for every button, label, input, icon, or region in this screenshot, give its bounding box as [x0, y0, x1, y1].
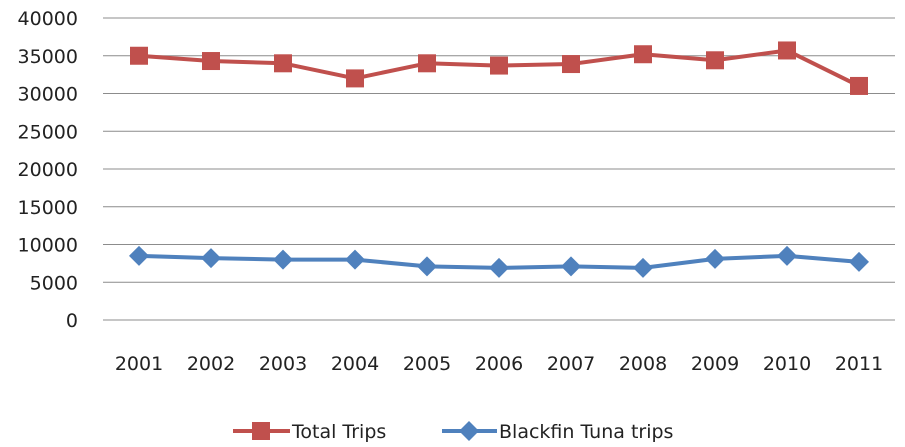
x-tick-label: 2005	[403, 353, 451, 375]
y-tick-label: 20000	[18, 159, 78, 181]
data-point-total-trips	[130, 46, 148, 65]
data-point-blackfin-tuna-trips	[633, 257, 653, 278]
data-point-blackfin-tuna-trips	[561, 256, 581, 277]
data-point-blackfin-tuna-trips	[129, 245, 149, 266]
gridlines	[103, 17, 895, 321]
legend-label-blackfin-tuna-trips: Blackfin Tuna trips	[499, 421, 673, 443]
data-point-total-trips	[490, 56, 508, 75]
data-point-total-trips	[202, 52, 220, 71]
y-tick-label: 25000	[18, 121, 78, 143]
legend-item-total-trips: Total Trips	[233, 421, 386, 443]
x-tick-label: 2003	[259, 353, 307, 375]
data-point-blackfin-tuna-trips	[777, 245, 797, 266]
data-point-blackfin-tuna-trips	[273, 249, 293, 270]
series-blackfin-tuna-trips	[129, 245, 869, 278]
x-tick-label: 2008	[619, 353, 667, 375]
data-point-total-trips	[778, 41, 796, 60]
data-point-blackfin-tuna-trips	[489, 257, 509, 278]
x-tick-label: 2001	[115, 353, 163, 375]
legend-marker-blackfin-tuna-trips	[459, 421, 479, 441]
data-point-total-trips	[634, 45, 652, 64]
series-layer	[129, 41, 869, 278]
data-point-blackfin-tuna-trips	[705, 248, 725, 269]
data-point-blackfin-tuna-trips	[345, 249, 365, 270]
data-point-total-trips	[418, 54, 436, 73]
y-tick-label: 35000	[18, 46, 78, 68]
data-point-total-trips	[562, 55, 580, 74]
data-point-total-trips	[346, 69, 364, 88]
legend: Total Trips Blackfin Tuna trips	[233, 421, 673, 443]
data-point-total-trips	[850, 76, 868, 95]
y-tick-label: 40000	[18, 8, 78, 30]
y-tick-label: 15000	[18, 197, 78, 219]
data-point-blackfin-tuna-trips	[201, 248, 221, 269]
data-point-blackfin-tuna-trips	[849, 251, 869, 272]
data-point-total-trips	[706, 51, 724, 70]
data-point-blackfin-tuna-trips	[417, 256, 437, 277]
x-tick-label: 2010	[763, 353, 811, 375]
x-axis-ticks: 2001 2002 2003 2004 2005 2006 2007 2008 2009 2010…	[115, 353, 883, 375]
y-tick-label: 30000	[18, 84, 78, 106]
x-tick-label: 2009	[691, 353, 739, 375]
x-tick-label: 2007	[547, 353, 595, 375]
legend-marker-total-trips	[252, 422, 270, 440]
y-axis-ticks: 0 5000 10000 15000 20000 25000 30000 35000 40000	[18, 8, 78, 332]
y-tick-label: 5000	[30, 272, 78, 294]
legend-label-total-trips: Total Trips	[291, 421, 386, 443]
y-tick-label: 0	[66, 310, 78, 332]
data-point-total-trips	[274, 54, 292, 73]
series-total-trips	[130, 41, 868, 95]
x-tick-label: 2006	[475, 353, 523, 375]
x-tick-label: 2004	[331, 353, 379, 375]
x-tick-label: 2002	[187, 353, 235, 375]
y-tick-label: 10000	[18, 235, 78, 257]
x-tick-label: 2011	[835, 353, 883, 375]
legend-item-blackfin-tuna-trips: Blackfin Tuna trips	[442, 421, 673, 443]
